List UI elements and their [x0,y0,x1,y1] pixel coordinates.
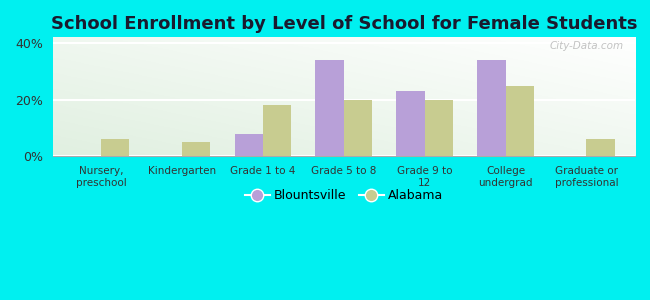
Title: School Enrollment by Level of School for Female Students: School Enrollment by Level of School for… [51,15,637,33]
Text: City-Data.com: City-Data.com [549,41,623,51]
Bar [477,60,506,156]
Bar [344,100,372,156]
Bar [315,60,344,156]
Bar [101,140,129,156]
Legend: Blountsville, Alabama: Blountsville, Alabama [240,184,448,207]
Bar [586,140,615,156]
Bar [182,142,211,156]
Bar [235,134,263,156]
Bar [506,85,534,156]
Bar [263,105,291,156]
Bar [396,91,424,156]
Bar [424,100,453,156]
